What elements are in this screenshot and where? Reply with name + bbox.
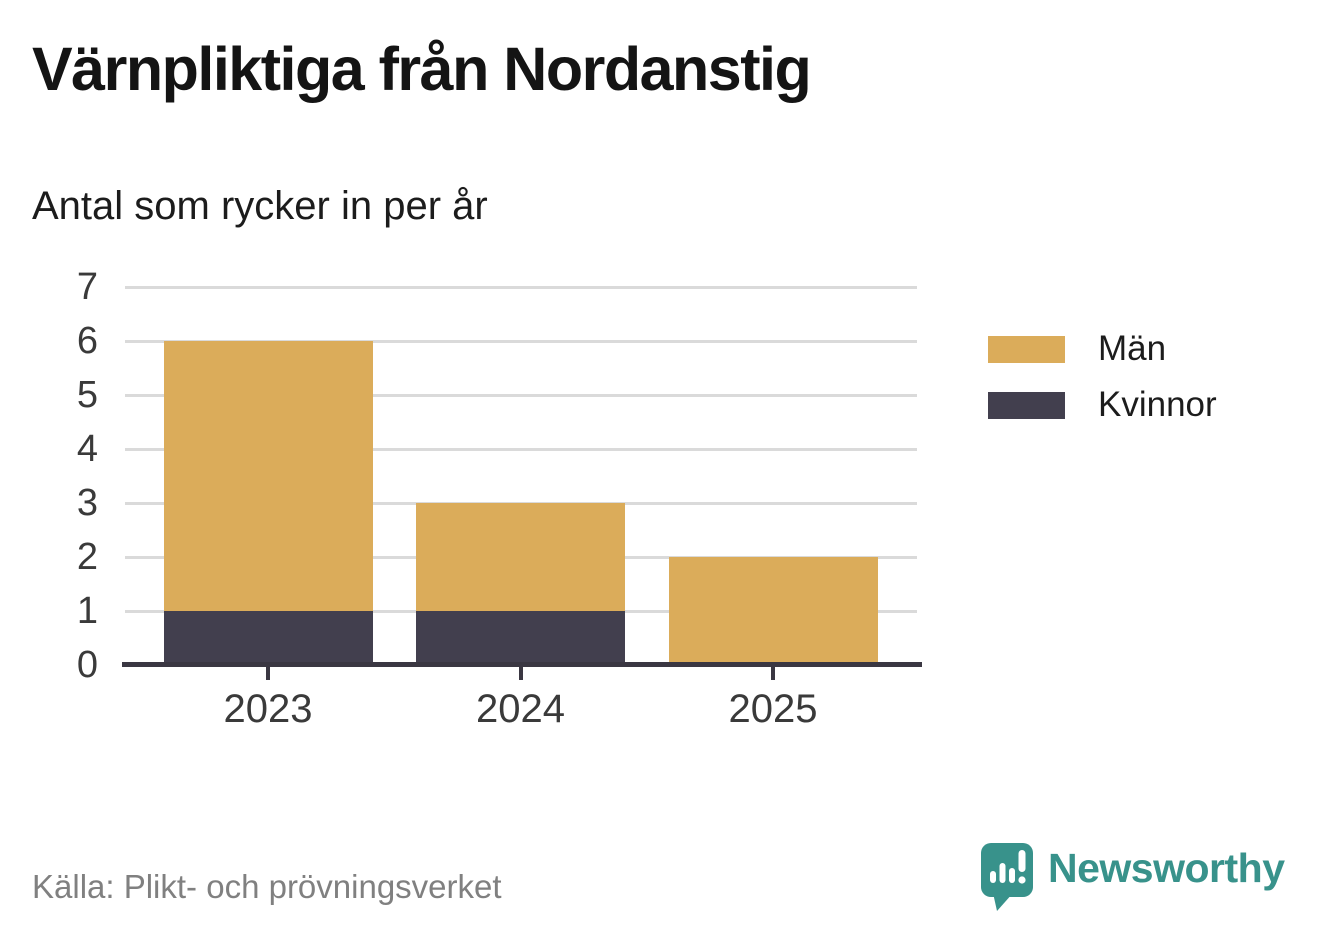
bar-segment-2023-kvinnor	[163, 611, 373, 665]
x-axis-labels: 2023 2024 2025	[125, 665, 917, 745]
y-tick-label-5: 5	[76, 374, 98, 416]
newsworthy-bubble-icon	[981, 843, 1033, 911]
y-tick-label-4: 4	[76, 428, 98, 470]
y-tick-label-6: 6	[76, 320, 98, 362]
legend-item-kvinnor: Kvinnor	[988, 385, 1217, 425]
plot-area	[122, 286, 922, 667]
y-axis-labels: 0 1 2 3 4 5 6 7	[20, 266, 98, 686]
bar-2023	[163, 341, 373, 665]
legend-swatch-män	[988, 335, 1065, 363]
legend-label-män: Män	[1098, 329, 1167, 368]
y-tick-label-1: 1	[76, 590, 98, 632]
x-tick-2025	[771, 667, 775, 680]
x-tick-label-2023: 2023	[223, 687, 313, 731]
bar-segment-2025-män	[668, 557, 878, 665]
legend-swatch-kvinnor	[988, 391, 1065, 419]
x-tick-2024	[518, 667, 523, 680]
brand-wordmark: Newsworthy	[1048, 845, 1285, 891]
y-tick-label-0: 0	[76, 644, 98, 686]
gridline-y4	[125, 448, 917, 451]
bar-segment-2024-kvinnor	[416, 611, 625, 665]
y-tick-label-2: 2	[76, 536, 98, 578]
bar-2025	[668, 557, 878, 665]
gridline-y6	[125, 340, 917, 343]
legend-label-kvinnor: Kvinnor	[1098, 385, 1217, 424]
chart-title: Värnpliktiga från Nordanstig	[32, 35, 812, 103]
y-tick-label-3: 3	[76, 482, 98, 524]
bar-segment-2024-män	[416, 503, 625, 611]
x-tick-label-2024: 2024	[476, 687, 565, 731]
x-tick-2023	[266, 667, 270, 680]
gridline-y7	[125, 286, 917, 289]
y-tick-label-7: 7	[76, 266, 98, 308]
bar-segment-2023-män	[163, 341, 373, 611]
bar-2024	[416, 503, 625, 665]
legend-item-män: Män	[988, 329, 1217, 369]
x-axis-line	[122, 662, 922, 667]
source-text: Källa: Plikt- och prövningsverket	[32, 868, 502, 905]
chart-subtitle: Antal som rycker in per år	[32, 184, 488, 228]
gridline-y5	[125, 394, 917, 397]
legend: Män Kvinnor	[988, 329, 1217, 441]
x-tick-label-2025: 2025	[728, 687, 818, 731]
brand-logo: Newsworthy	[981, 843, 1285, 913]
